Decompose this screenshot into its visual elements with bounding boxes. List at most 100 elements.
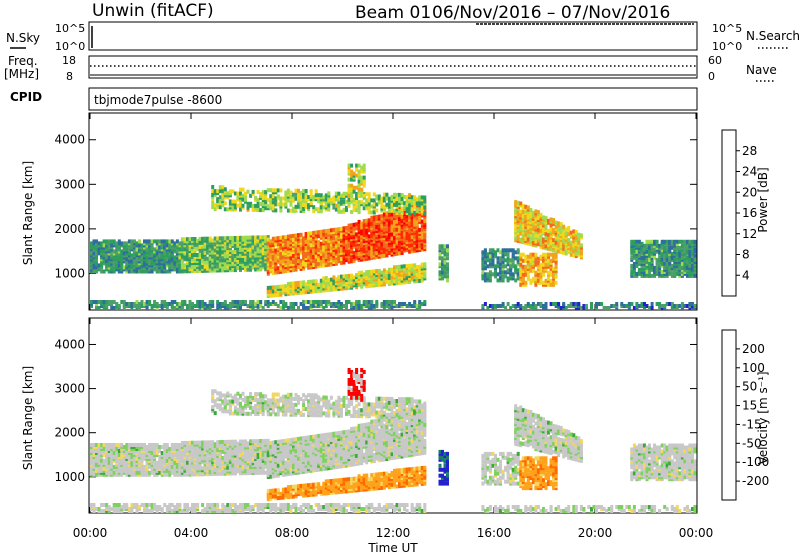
echo-cell — [153, 247, 156, 251]
echo-cell — [196, 247, 199, 251]
echo-cell — [499, 266, 502, 270]
echo-cell — [555, 275, 558, 279]
echo-cell — [630, 302, 633, 306]
echo-cell — [598, 302, 601, 306]
echo-cell — [648, 306, 651, 310]
echo-cell — [567, 304, 570, 308]
echo-cell — [287, 235, 290, 239]
echo-cell — [484, 248, 487, 252]
echo-cell — [615, 302, 618, 306]
echo-cell — [600, 302, 603, 306]
echo-cell — [113, 239, 116, 243]
echo-cell — [507, 248, 510, 252]
echo-cell — [274, 208, 277, 212]
ytick-label: 1000 — [54, 470, 85, 484]
echo-cell — [327, 191, 330, 195]
echo-cell — [489, 262, 492, 266]
echo-cell — [499, 256, 502, 260]
echo-cell — [297, 195, 300, 199]
echo-cell — [378, 269, 381, 273]
echo-cell — [492, 258, 495, 262]
echo-cell — [608, 306, 611, 310]
echo-cell — [368, 202, 371, 206]
echo-cell — [224, 300, 227, 304]
echo-cell — [537, 242, 540, 246]
echo-cell — [489, 278, 492, 282]
echo-cell — [375, 209, 378, 213]
echo-cell — [216, 306, 219, 310]
echo-cell — [527, 226, 530, 230]
echo-cell — [345, 306, 348, 310]
echo-cell — [398, 302, 401, 306]
echo-cell — [226, 242, 229, 246]
echo-cell — [257, 208, 260, 212]
echo-cell — [489, 254, 492, 258]
echo-cell — [206, 237, 209, 241]
echo-cell — [211, 304, 214, 308]
echo-cell — [668, 246, 671, 250]
echo-cell — [267, 198, 270, 202]
echo-cell — [95, 265, 98, 269]
echo-cell — [378, 195, 381, 199]
echo-cell — [507, 256, 510, 260]
echo-cell — [196, 253, 199, 257]
echo-cell — [267, 204, 270, 208]
echo-cell — [297, 189, 300, 193]
echo-cell — [317, 300, 320, 304]
echo-cell — [648, 258, 651, 262]
echo-cell — [567, 250, 570, 254]
echo-cell — [113, 471, 116, 475]
echo-cell — [378, 215, 381, 219]
echo-cell — [375, 300, 378, 304]
echo-cell — [224, 187, 227, 191]
xtick-label: 16:00 — [477, 526, 512, 540]
echo-cell — [113, 249, 116, 253]
echo-cell — [103, 259, 106, 263]
echo-cell — [327, 300, 330, 304]
echo-cell — [489, 304, 492, 308]
echo-cell — [638, 304, 641, 308]
echo-cell — [577, 237, 580, 241]
echo-cell — [504, 306, 507, 310]
echo-cell — [247, 206, 250, 210]
echo-cell — [295, 302, 298, 306]
echo-cell — [446, 256, 449, 260]
echo-cell — [517, 237, 520, 241]
echo-cell — [446, 252, 449, 256]
echo-cell — [418, 195, 421, 199]
echo-cell — [307, 280, 310, 284]
echo-cell — [327, 237, 330, 241]
echo-cell — [226, 207, 229, 211]
echo-cell — [446, 266, 449, 270]
echo-cell — [648, 240, 651, 244]
echo-cell — [287, 189, 290, 193]
echo-cell — [257, 304, 260, 308]
echo-cell — [537, 257, 540, 261]
echo-cell — [113, 306, 116, 310]
echo-cell — [507, 268, 510, 272]
echo-cell — [262, 306, 265, 310]
echo-cell — [580, 243, 583, 247]
echo-cell — [297, 281, 300, 285]
echo-cell — [423, 212, 426, 216]
echo-cell — [183, 255, 186, 259]
echo-cell — [163, 257, 166, 261]
echo-cell — [590, 306, 593, 310]
echo-cell — [423, 300, 426, 304]
ytick-label: 4000 — [54, 337, 85, 351]
echo-cell — [537, 279, 540, 283]
cpid-value: tbjmode7pulse -8600 — [94, 93, 222, 107]
echo-cell — [694, 240, 697, 244]
echo-cell — [113, 270, 116, 274]
echo-cell — [297, 306, 300, 310]
echo-cell — [358, 200, 361, 204]
echo-cell — [418, 265, 421, 269]
echo-cell — [484, 302, 487, 306]
echo-cell — [527, 255, 530, 259]
xtick-label: 00:00 — [73, 526, 108, 540]
echo-cell — [413, 300, 416, 304]
echo-cell — [547, 283, 550, 287]
echo-cell — [267, 188, 270, 192]
echo-cell — [277, 236, 280, 240]
